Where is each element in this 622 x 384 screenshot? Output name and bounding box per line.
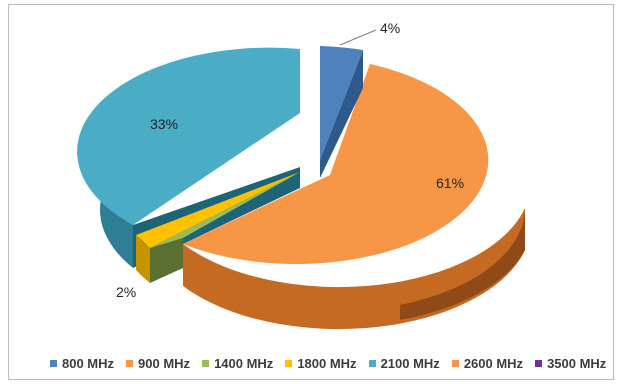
leader-line-800-mhz (339, 29, 377, 46)
legend-swatch-800-mhz (50, 359, 57, 367)
data-label-1800-mhz: 2% (116, 284, 136, 300)
legend-swatch-900-mhz (126, 359, 134, 367)
pie-slice-1400-mhz-side (150, 238, 183, 283)
legend-item-800-mhz: 800 MHz (50, 356, 114, 371)
pie-slice-800-mhz (320, 46, 363, 160)
legend-label-1800-mhz: 1800 MHz (297, 355, 357, 371)
legend-item-1800-mhz: 1800 MHz (285, 355, 357, 371)
legend: 800 MHz 900 MHz 1400 MHz 1800 MHz 2100 M… (50, 354, 618, 372)
legend-label-900-mhz: 900 MHz (138, 355, 191, 371)
pie-slice-1800-mhz (136, 172, 300, 248)
legend-swatch-1400-mhz (202, 359, 210, 367)
legend-swatch-2600-mhz (451, 359, 459, 367)
pie-slice-800-mhz-side (320, 50, 363, 178)
legend-item-900-mhz: 900 MHz (126, 356, 190, 371)
pie-slice-2100-mhz-side (100, 137, 133, 268)
data-label-900-mhz: 61% (436, 175, 464, 191)
pie-slice-1800-mhz-side (136, 235, 150, 283)
pie-slice-900-mhz-side-shadow (400, 208, 525, 320)
legend-label-2600-mhz: 2600 MHz (463, 355, 524, 371)
data-label-800-mhz: 4% (380, 20, 400, 36)
legend-item-3500-mhz: 3500 MHz (535, 356, 606, 371)
legend-swatch-3500-mhz (535, 359, 543, 367)
data-label-2100-mhz: 33% (150, 116, 178, 132)
pie-slice-1400-mhz (150, 172, 300, 248)
legend-label-3500-mhz: 3500 MHz (547, 355, 607, 371)
legend-item-1400-mhz: 1400 MHz (202, 356, 273, 371)
legend-swatch-2100-mhz (368, 359, 376, 367)
legend-label-2100-mhz: 2100 MHz (380, 355, 440, 371)
legend-item-2600-mhz: 2600 MHz (451, 355, 524, 371)
legend-label-1400-mhz: 1400 MHz (214, 355, 274, 371)
legend-label-800-mhz: 800 MHz (62, 355, 115, 371)
pie-slice-900-mhz (183, 64, 489, 265)
legend-swatch-1800-mhz (285, 359, 293, 367)
legend-item-2100-mhz: 2100 MHz (368, 355, 440, 371)
pie-slice-2100-mhz (77, 47, 301, 226)
